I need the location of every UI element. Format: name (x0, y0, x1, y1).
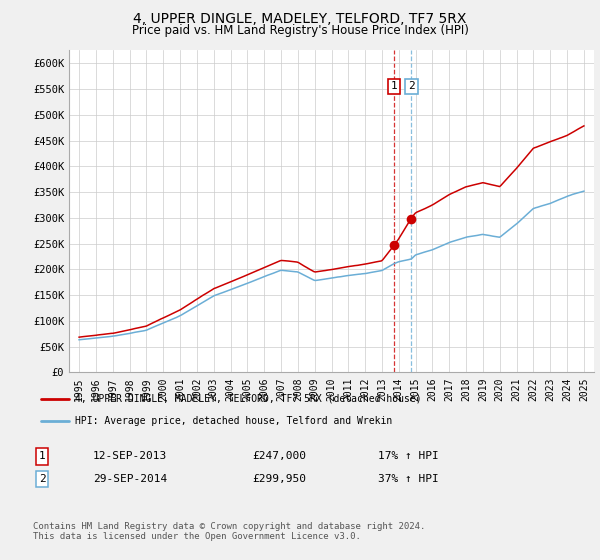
Text: 4, UPPER DINGLE, MADELEY, TELFORD, TF7 5RX (detached house): 4, UPPER DINGLE, MADELEY, TELFORD, TF7 5… (74, 394, 421, 404)
Text: 12-SEP-2013: 12-SEP-2013 (93, 451, 167, 461)
Text: 1: 1 (391, 81, 397, 91)
Text: 17% ↑ HPI: 17% ↑ HPI (378, 451, 439, 461)
Text: 2: 2 (408, 81, 415, 91)
Text: 37% ↑ HPI: 37% ↑ HPI (378, 474, 439, 484)
Text: Price paid vs. HM Land Registry's House Price Index (HPI): Price paid vs. HM Land Registry's House … (131, 24, 469, 36)
Text: £299,950: £299,950 (252, 474, 306, 484)
Text: Contains HM Land Registry data © Crown copyright and database right 2024.
This d: Contains HM Land Registry data © Crown c… (33, 522, 425, 542)
Text: 2: 2 (38, 474, 46, 484)
Text: HPI: Average price, detached house, Telford and Wrekin: HPI: Average price, detached house, Telf… (74, 416, 392, 426)
Text: 4, UPPER DINGLE, MADELEY, TELFORD, TF7 5RX: 4, UPPER DINGLE, MADELEY, TELFORD, TF7 5… (133, 12, 467, 26)
Text: £247,000: £247,000 (252, 451, 306, 461)
Text: 29-SEP-2014: 29-SEP-2014 (93, 474, 167, 484)
Text: 1: 1 (38, 451, 46, 461)
